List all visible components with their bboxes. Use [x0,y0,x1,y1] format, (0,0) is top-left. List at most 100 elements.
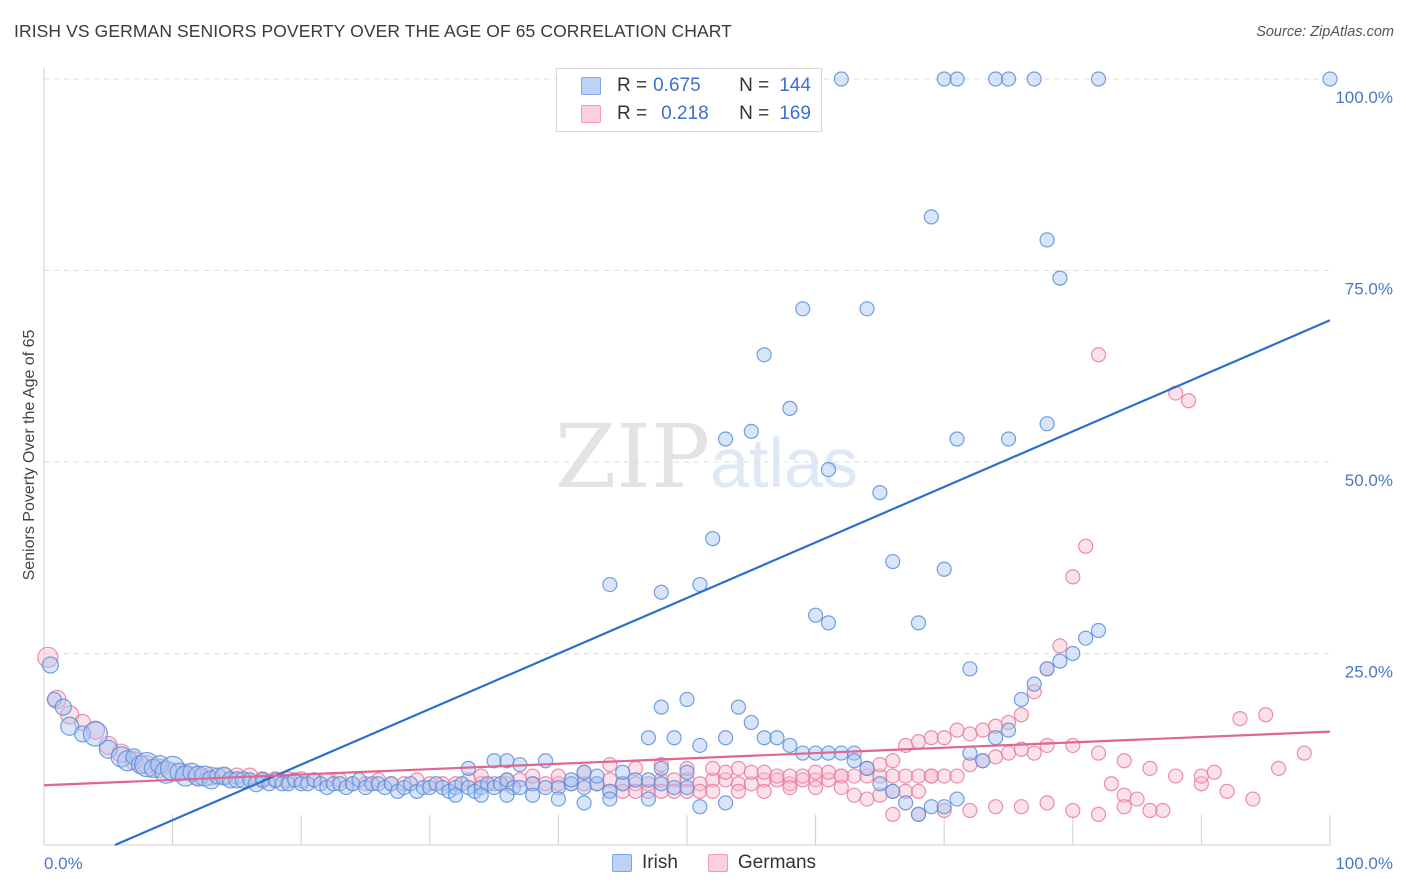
legend-item-germans[interactable]: Germans [707,852,817,874]
germans-point [769,768,785,784]
germans-point [1039,737,1055,754]
irish-point [525,787,541,803]
irish-point [1013,691,1029,708]
irish-point [653,776,669,792]
irish-point [209,767,227,785]
germans-point [1129,791,1145,807]
irish-point [125,748,143,766]
legend-label-germans: Germans [737,852,817,873]
irish-point [640,730,657,746]
germans-point [962,802,978,819]
irish-point [679,779,695,796]
germans-point [846,768,862,784]
germans-point [936,730,952,746]
irish-point [743,714,759,731]
irish-point [1026,676,1042,692]
germans-point [1168,768,1184,784]
germans-point [1180,393,1197,409]
germans-point [833,779,849,796]
legend-swatch-germans [581,105,601,123]
germans-point [885,806,901,822]
germans-series [37,347,1312,822]
irish-point [1078,630,1094,646]
legend-n-label: N = [739,75,770,96]
irish-point [717,431,734,447]
watermark-atlas: atlas [710,424,858,502]
germans-point [1078,538,1094,554]
y-tick-label: 75.0% [1345,280,1393,299]
legend-row-irish: R = 0.675 N = 144 [581,75,811,97]
irish-point [936,561,952,577]
irish-point [666,730,682,746]
irish-point [936,799,952,815]
germans-point [717,764,734,780]
legend-item-irish[interactable]: Irish [612,852,678,874]
germans-point [1103,776,1119,792]
irish-point [1322,71,1338,87]
irish-point [486,753,502,769]
irish-point [1065,645,1081,662]
germans-trend-line [43,730,1331,787]
irish-point [962,661,978,677]
germans-point [1116,799,1132,815]
irish-point [1000,722,1017,738]
germans-point [640,783,657,799]
irish-point [679,691,695,708]
germans-point [1000,745,1017,761]
germans-point [872,756,888,773]
correlation-legend: R = 0.675 N = 144 R = 0.218 N = 169 [556,68,822,132]
germans-point [923,730,939,746]
irish-point [615,764,631,780]
legend-row-germans: R = 0.218 N = 169 [581,103,811,125]
germans-point [1013,799,1029,815]
irish-point [756,730,772,746]
series-legend: Irish Germans [612,852,846,874]
legend-r-label: R = [617,103,648,124]
irish-point [228,771,246,789]
irish-point [833,71,849,87]
germans-point [1270,760,1287,777]
germans-point [898,768,914,784]
germans-point [1065,802,1081,819]
irish-point [910,806,927,822]
germans-point [692,783,708,799]
irish-point [885,553,901,570]
germans-point [1090,745,1107,761]
germans-point [525,768,541,784]
irish-point [1000,431,1017,447]
irish-point [692,737,708,754]
germans-point [988,799,1004,815]
irish-point [473,787,489,803]
germans-point [1026,745,1042,761]
irish-point [872,776,888,792]
chart-title: IRISH VS GERMAN SENIORS POVERTY OVER THE… [14,21,732,41]
irish-point [653,699,669,715]
irish-point [795,301,811,317]
germans-point [1245,791,1261,807]
germans-point [859,768,875,784]
irish-point [692,799,708,815]
irish-point [1090,71,1107,87]
irish-point [820,615,837,631]
irish-point [576,779,592,796]
irish-point [602,783,618,799]
y-tick-label: 100.0% [1335,88,1393,107]
irish-point [679,764,695,780]
germans-point [743,764,759,780]
germans-point [795,768,811,784]
germans-point [1193,768,1210,784]
legend-r-label: R = [617,75,648,96]
germans-point [1206,764,1222,780]
source-label[interactable]: Source: ZipAtlas.com [1256,24,1394,40]
irish-point [717,795,734,811]
germans-point [730,776,747,792]
irish-point [640,791,657,807]
irish-point [1026,71,1042,87]
irish-point [846,745,862,761]
germans-point [910,768,927,784]
irish-point [627,772,644,788]
legend-swatch-irish [612,854,632,872]
irish-point [730,699,747,715]
irish-point [41,656,60,674]
